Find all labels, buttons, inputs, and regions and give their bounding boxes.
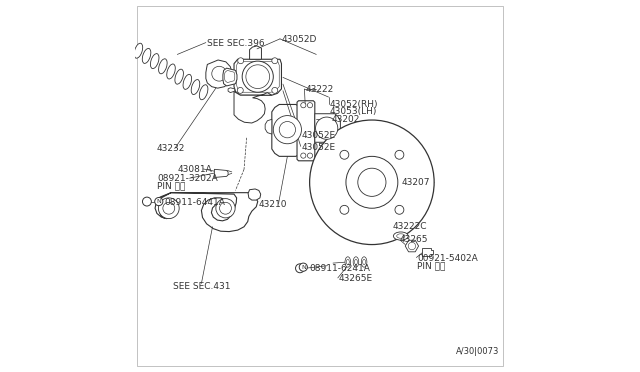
Circle shape	[395, 205, 404, 214]
Circle shape	[246, 65, 269, 89]
Circle shape	[358, 168, 386, 196]
Text: 43265E: 43265E	[339, 274, 372, 283]
Text: 00921-5402A: 00921-5402A	[417, 254, 478, 263]
Polygon shape	[250, 46, 262, 59]
Circle shape	[307, 153, 312, 158]
Polygon shape	[248, 189, 260, 200]
Circle shape	[237, 58, 244, 64]
Circle shape	[316, 117, 338, 139]
Circle shape	[163, 202, 175, 214]
Polygon shape	[225, 70, 235, 83]
Text: N: N	[156, 199, 161, 204]
Ellipse shape	[346, 259, 349, 264]
Text: PIN ピン: PIN ピン	[157, 182, 186, 190]
Text: N: N	[301, 264, 306, 270]
Polygon shape	[223, 68, 237, 86]
Polygon shape	[422, 248, 433, 256]
Text: 43052D: 43052D	[281, 35, 316, 44]
Ellipse shape	[142, 48, 151, 63]
Circle shape	[272, 58, 278, 64]
Ellipse shape	[175, 69, 184, 84]
Ellipse shape	[397, 234, 405, 238]
Ellipse shape	[394, 232, 408, 240]
Ellipse shape	[362, 257, 367, 267]
Text: 43202: 43202	[331, 115, 360, 124]
Circle shape	[279, 122, 296, 138]
Circle shape	[395, 150, 404, 159]
Text: 43052E: 43052E	[301, 142, 335, 151]
Polygon shape	[228, 88, 235, 93]
Text: SEE SEC.396: SEE SEC.396	[207, 39, 264, 48]
Circle shape	[340, 205, 349, 214]
Polygon shape	[234, 92, 272, 123]
Circle shape	[408, 242, 415, 250]
Circle shape	[237, 87, 243, 93]
Text: 43053(LH): 43053(LH)	[329, 108, 377, 116]
Circle shape	[272, 87, 278, 93]
Text: A/30|0073: A/30|0073	[456, 347, 500, 356]
Text: 08911-6241A: 08911-6241A	[309, 264, 370, 273]
Circle shape	[220, 202, 232, 214]
Circle shape	[301, 103, 306, 108]
Polygon shape	[155, 193, 258, 232]
Text: 43222C: 43222C	[392, 222, 427, 231]
Ellipse shape	[191, 80, 200, 94]
Text: 43052E: 43052E	[301, 131, 335, 141]
Circle shape	[310, 120, 434, 244]
Polygon shape	[297, 101, 315, 161]
Ellipse shape	[363, 259, 365, 264]
Circle shape	[143, 197, 152, 206]
Text: 43222: 43222	[305, 85, 333, 94]
Polygon shape	[265, 119, 272, 134]
Circle shape	[296, 264, 305, 273]
Circle shape	[242, 61, 273, 92]
Text: 43207: 43207	[401, 178, 430, 187]
Text: SEE SEC.431: SEE SEC.431	[173, 282, 230, 291]
Ellipse shape	[345, 257, 351, 267]
Polygon shape	[234, 59, 282, 95]
Polygon shape	[214, 169, 228, 177]
Text: 43232: 43232	[157, 144, 186, 153]
Circle shape	[216, 199, 235, 218]
Ellipse shape	[355, 259, 357, 264]
Text: PIN ピン: PIN ピン	[417, 261, 445, 270]
Polygon shape	[272, 105, 303, 156]
Ellipse shape	[200, 85, 208, 100]
Polygon shape	[206, 60, 232, 88]
Circle shape	[300, 263, 307, 271]
Circle shape	[346, 156, 398, 208]
Circle shape	[159, 198, 179, 219]
Ellipse shape	[183, 74, 191, 89]
Polygon shape	[405, 240, 419, 252]
Circle shape	[212, 66, 227, 81]
Ellipse shape	[134, 43, 143, 58]
Circle shape	[307, 103, 312, 108]
Ellipse shape	[167, 64, 175, 79]
Circle shape	[340, 150, 349, 159]
Text: 43210: 43210	[259, 200, 287, 209]
Text: 43052(RH): 43052(RH)	[329, 100, 378, 109]
Polygon shape	[237, 61, 279, 92]
Text: 08911-6441A: 08911-6441A	[164, 198, 225, 207]
Ellipse shape	[159, 59, 167, 74]
Circle shape	[155, 198, 163, 206]
Ellipse shape	[353, 257, 359, 267]
Text: 43081A: 43081A	[177, 165, 212, 174]
Text: 43265: 43265	[400, 235, 428, 244]
Circle shape	[273, 116, 301, 144]
Circle shape	[301, 153, 306, 158]
Text: 08921-3202A: 08921-3202A	[157, 174, 218, 183]
Polygon shape	[315, 114, 340, 142]
Ellipse shape	[150, 54, 159, 68]
